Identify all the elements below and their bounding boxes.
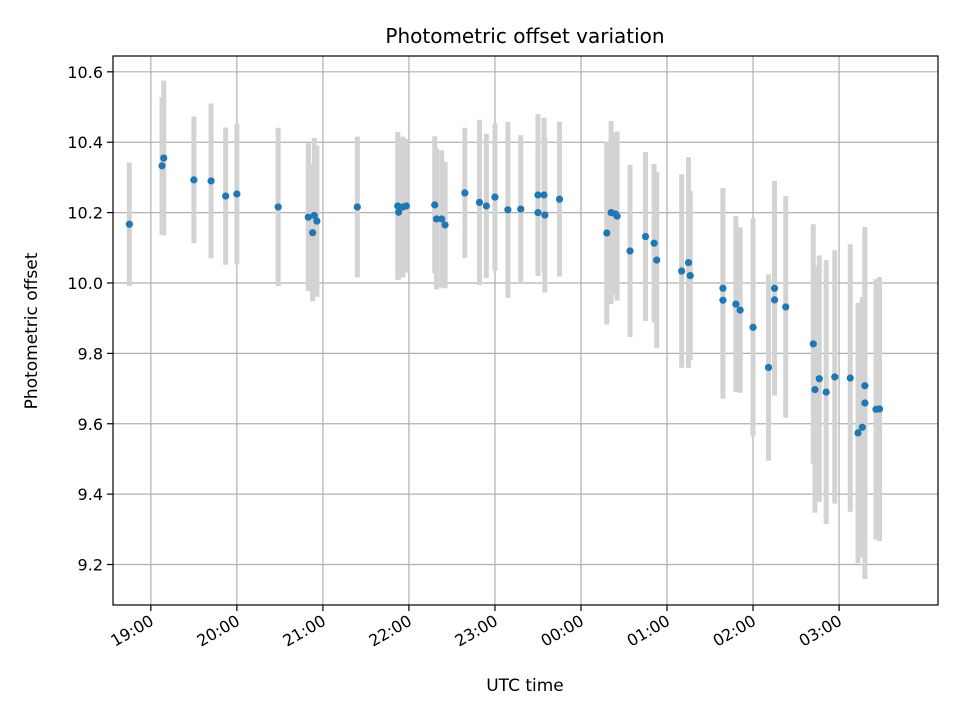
data-points [125, 154, 884, 437]
plot-frame [112, 55, 939, 606]
y-tick-label: 9.4 [78, 485, 103, 504]
data-point [719, 284, 727, 292]
data-point [353, 203, 361, 211]
data-point [304, 213, 312, 221]
y-tick-label: 9.8 [78, 344, 103, 363]
data-point [125, 220, 133, 228]
data-point [207, 177, 215, 185]
data-point [310, 211, 318, 220]
data-point [603, 229, 611, 237]
y-tick-label: 10.6 [67, 63, 103, 82]
data-point [308, 229, 317, 237]
data-point [641, 232, 650, 241]
data-point [782, 303, 790, 311]
data-point [190, 176, 198, 184]
data-point [222, 192, 230, 200]
data-point [854, 429, 862, 437]
data-point [650, 239, 658, 247]
x-axis-label: UTC time [486, 676, 564, 696]
data-point [770, 284, 779, 292]
data-point [719, 296, 727, 304]
data-point [770, 296, 779, 304]
data-point [686, 272, 694, 280]
data-point [846, 374, 854, 382]
data-point [313, 217, 321, 225]
grid [113, 56, 938, 605]
data-point [861, 382, 869, 390]
data-point [540, 191, 548, 199]
data-point [274, 203, 282, 211]
data-point [441, 221, 449, 229]
data-point [684, 258, 693, 267]
data-point [402, 202, 410, 210]
y-tick-label: 10.0 [67, 274, 103, 293]
data-point [534, 209, 542, 217]
data-point [160, 154, 168, 162]
data-point [613, 212, 621, 220]
data-point [233, 190, 241, 198]
data-point [431, 201, 439, 209]
data-point [764, 363, 773, 372]
data-point [504, 206, 512, 214]
data-point [678, 267, 686, 275]
y-axis: 9.2 9.4 9.6 9.8 10.0 10.2 10.4 10.6 [67, 63, 113, 575]
data-point [432, 215, 441, 223]
data-point [491, 193, 499, 201]
data-point [815, 375, 823, 383]
data-point [861, 399, 869, 407]
data-point [736, 306, 744, 314]
data-point [475, 198, 484, 206]
data-point [626, 247, 634, 255]
data-point [555, 195, 564, 203]
data-point [653, 256, 661, 264]
data-point [858, 423, 866, 431]
data-point [809, 340, 817, 348]
chart-title: Photometric offset variation [385, 24, 664, 48]
data-point [811, 386, 819, 394]
y-tick-label: 9.6 [78, 415, 103, 434]
data-point [461, 189, 469, 197]
y-tick-label: 9.2 [78, 556, 103, 575]
data-point [158, 162, 166, 170]
data-point [534, 191, 542, 199]
data-point [482, 202, 490, 210]
data-point [541, 211, 549, 219]
data-point [438, 215, 446, 223]
y-axis-label: Photometric offset [22, 252, 42, 409]
data-point [395, 208, 403, 216]
y-tick-label: 10.2 [67, 204, 103, 223]
y-tick-label: 10.4 [67, 133, 103, 152]
data-point [875, 405, 884, 413]
data-point [732, 300, 740, 308]
data-point [822, 388, 830, 396]
data-point [831, 373, 839, 381]
data-point [749, 323, 757, 331]
data-point [517, 205, 525, 213]
